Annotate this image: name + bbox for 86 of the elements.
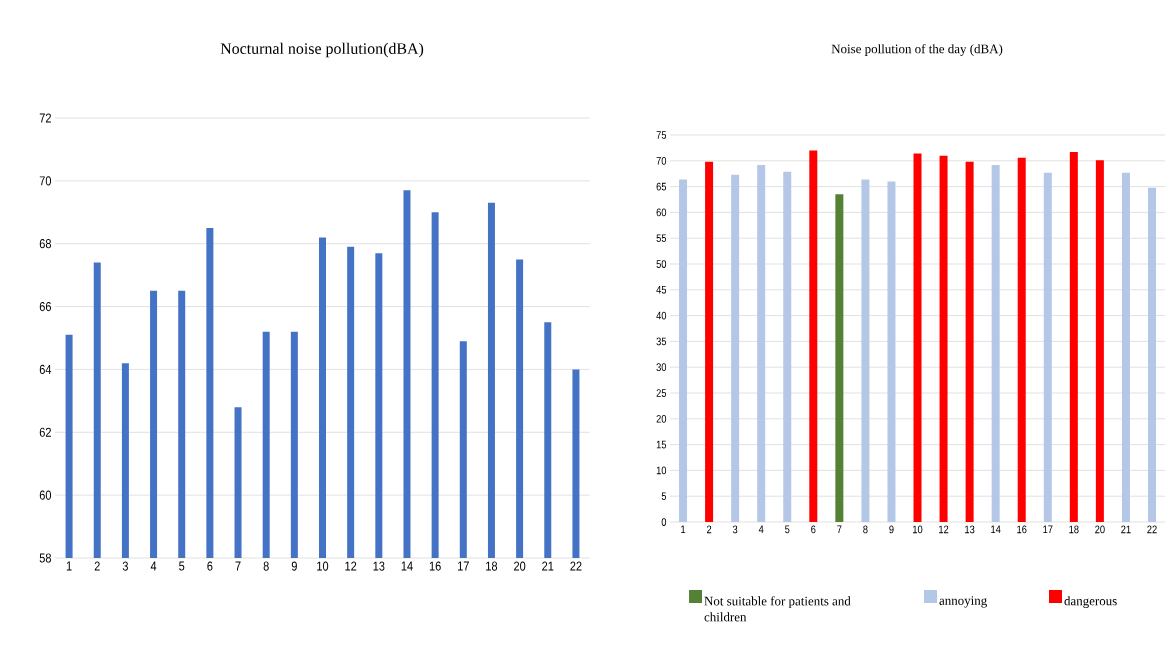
y-tick-label: 70 [39,176,52,186]
x-tick-label: 12 [345,561,357,571]
y-tick-label: 40 [656,311,667,320]
x-tick-label: 9 [889,525,894,534]
x-tick-label: 14 [991,525,1001,534]
y-tick-label: 68 [39,239,51,249]
x-tick-label: 22 [1147,525,1157,534]
y-tick-label: 25 [656,389,667,397]
x-tick-label: 5 [785,525,790,534]
y-tick-label: 15 [656,440,667,449]
legend-label: Not suitable for patients and children [704,596,851,622]
x-tick-label: 6 [207,561,213,571]
bar [887,181,896,522]
x-tick-label: 3 [732,525,738,534]
x-tick-label: 12 [939,525,949,534]
x-tick-label: 1 [681,525,686,534]
x-tick-label: 17 [458,561,469,571]
x-tick-label: 10 [317,561,329,571]
bar [939,155,948,522]
legend-label: dangerous [1064,596,1117,609]
bar [809,150,818,522]
y-tick-label: 45 [656,285,667,294]
y-tick-label: 64 [39,364,52,375]
x-tick-label: 8 [263,561,269,571]
x-tick-label: 13 [965,525,975,534]
bar [991,164,1000,522]
x-tick-label: 8 [863,525,868,534]
bar [965,161,974,522]
x-tick-label: 2 [706,525,712,534]
x-tick-label: 22 [570,561,582,571]
y-tick-label: 70 [656,156,667,165]
x-tick-label: 14 [401,561,413,571]
bar [679,179,688,522]
bar [731,174,740,522]
bar [1147,187,1156,522]
y-tick-label: 5 [661,492,667,501]
x-tick-label: 4 [758,525,764,534]
bar [1069,152,1078,522]
x-tick-label: 4 [150,561,157,571]
x-tick-label: 18 [486,561,498,571]
y-tick-label: 75 [656,131,667,139]
x-tick-label: 17 [1043,525,1053,534]
y-tick-label: 58 [39,553,51,563]
y-tick-label: 35 [656,337,667,346]
y-tick-label: 0 [661,518,667,526]
x-tick-label: 3 [122,561,128,571]
bar [1095,160,1104,522]
x-tick-label: 20 [514,561,526,571]
y-tick-label: 66 [39,301,51,312]
x-tick-label: 1 [66,561,72,571]
x-tick-label: 7 [235,561,241,571]
legend-label: annoying [939,596,987,608]
bar [705,161,714,522]
bar [783,171,792,522]
x-tick-label: 18 [1069,525,1079,534]
x-tick-label: 16 [429,561,441,571]
y-tick-label: 50 [656,260,667,268]
x-tick-label: 7 [837,525,842,534]
x-tick-label: 6 [811,525,816,534]
x-tick-label: 5 [179,561,185,571]
y-tick-label: 55 [656,234,667,243]
y-tick-label: 65 [656,182,667,191]
y-tick-label: 30 [656,363,667,372]
y-tick-label: 60 [656,208,667,217]
y-tick-label: 62 [39,427,51,437]
bar [1121,172,1130,522]
x-tick-label: 2 [94,561,100,571]
bar [861,179,870,522]
x-tick-label: 16 [1017,525,1027,534]
bar [913,153,922,522]
bar [835,194,844,522]
y-tick-label: 10 [656,466,667,475]
x-tick-label: 20 [1095,525,1105,534]
chart-title: Noise pollution of the day (dBA) [831,44,1003,56]
x-tick-label: 21 [1121,525,1131,534]
y-tick-label: 20 [656,414,667,423]
bar [1017,157,1026,522]
x-tick-label: 13 [373,561,385,571]
bar [757,164,766,522]
bar [1043,172,1052,522]
y-tick-label: 72 [39,113,51,123]
y-tick-label: 60 [39,490,52,500]
chart-title: Nocturnal noise pollution(dBA) [220,42,424,58]
x-tick-label: 10 [913,525,923,534]
x-tick-label: 9 [291,561,297,571]
x-tick-label: 21 [542,561,554,571]
